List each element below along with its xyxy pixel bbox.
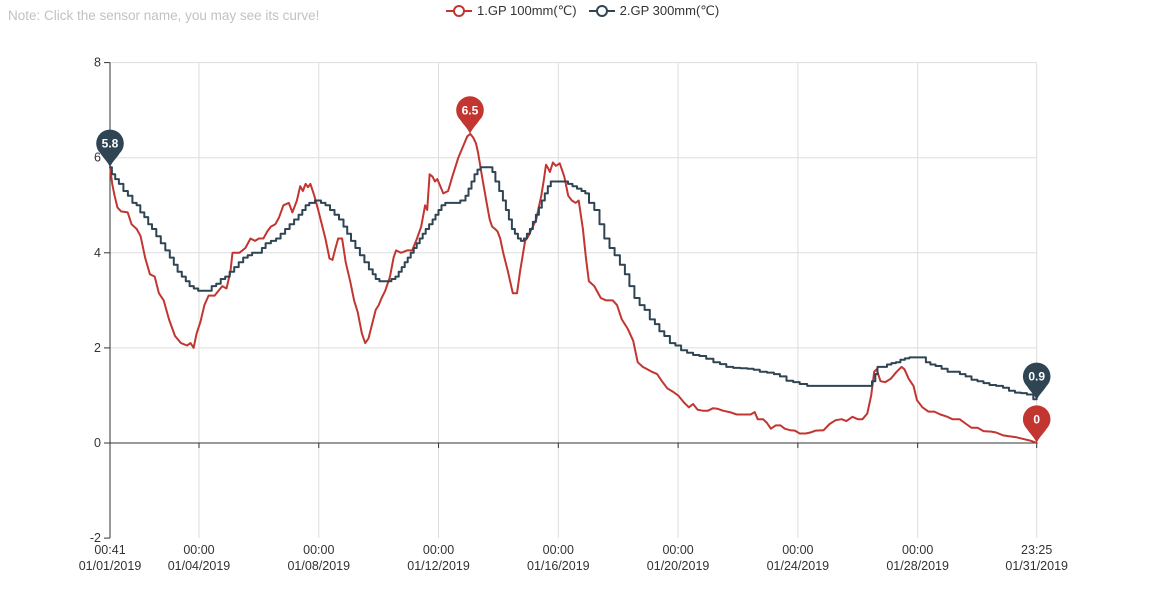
marker-pin-5.8: 5.8 — [96, 129, 124, 168]
svg-text:2: 2 — [94, 341, 101, 355]
svg-text:00:41: 00:41 — [94, 543, 125, 557]
y-axis: 8 6 4 2 0 -2 — [90, 56, 111, 545]
svg-text:01/31/2019: 01/31/2019 — [1005, 559, 1068, 573]
legend-item-gp100[interactable]: 1.GP 100mm(℃) — [446, 3, 577, 19]
svg-text:4: 4 — [94, 246, 101, 260]
svg-text:01/12/2019: 01/12/2019 — [407, 559, 470, 573]
marker-pin-0.9: 0.9 — [1022, 362, 1051, 401]
svg-text:00:00: 00:00 — [782, 543, 813, 557]
svg-text:5.8: 5.8 — [102, 137, 119, 151]
svg-text:01/28/2019: 01/28/2019 — [886, 559, 949, 573]
svg-text:23:25: 23:25 — [1021, 543, 1052, 557]
legend-item-gp300[interactable]: 2.GP 300mm(℃) — [588, 3, 720, 19]
svg-text:0.9: 0.9 — [1028, 370, 1045, 384]
svg-text:01/01/2019: 01/01/2019 — [79, 559, 142, 573]
svg-text:01/24/2019: 01/24/2019 — [767, 559, 830, 573]
svg-text:0: 0 — [94, 436, 101, 450]
line-circle-icon — [588, 5, 615, 17]
note-text: Note: Click the sensor name, you may see… — [8, 8, 320, 23]
svg-text:00:00: 00:00 — [423, 543, 454, 557]
svg-text:00:00: 00:00 — [662, 543, 693, 557]
svg-text:6.5: 6.5 — [462, 103, 479, 117]
line-circle-icon — [446, 5, 472, 17]
svg-text:-2: -2 — [90, 531, 101, 545]
svg-text:01/04/2019: 01/04/2019 — [168, 559, 231, 573]
grid-lines — [110, 62, 1038, 538]
legend-label-gp100: 1.GP 100mm(℃) — [477, 3, 577, 18]
svg-text:00:00: 00:00 — [543, 543, 574, 557]
svg-text:8: 8 — [94, 56, 101, 70]
svg-text:00:00: 00:00 — [183, 543, 214, 557]
x-axis: 00:41 01/01/2019 00:00 01/04/2019 00:00 01/08… — [79, 442, 1068, 573]
legend: 1.GP 100mm(℃) 2.GP 300mm(℃) — [446, 3, 719, 19]
svg-text:01/20/2019: 01/20/2019 — [647, 559, 710, 573]
svg-text:01/16/2019: 01/16/2019 — [527, 559, 590, 573]
svg-text:01/08/2019: 01/08/2019 — [287, 559, 350, 573]
svg-text:6: 6 — [94, 151, 101, 165]
series-line-gp300 — [109, 166, 1038, 401]
series-line-gp100 — [109, 132, 1038, 444]
svg-text:00:00: 00:00 — [902, 543, 933, 557]
legend-label-gp300: 2.GP 300mm(℃) — [619, 3, 720, 18]
svg-text:0: 0 — [1033, 413, 1040, 427]
svg-text:00:00: 00:00 — [303, 543, 334, 557]
marker-pin-0: 0 — [1022, 405, 1051, 443]
marker-pin-6.5: 6.5 — [456, 96, 484, 134]
